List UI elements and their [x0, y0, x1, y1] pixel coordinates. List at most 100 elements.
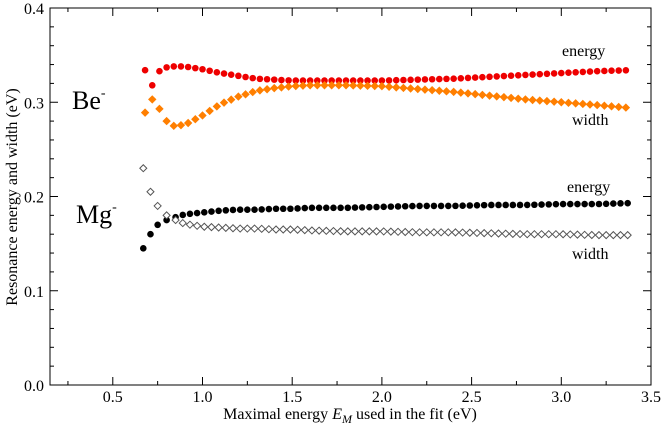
mg-width-point: [322, 226, 331, 236]
mg-width-point: [386, 227, 396, 236]
mg-width-point: [472, 228, 482, 238]
mg-width-point: [279, 225, 288, 234]
be-width-point: [291, 81, 300, 91]
mg-energy-point: [509, 201, 517, 209]
mg-width-point: [200, 222, 209, 231]
mg-width-point: [139, 164, 148, 173]
mg-width-point: [465, 228, 475, 237]
mg-width-point: [537, 229, 546, 239]
mg-energy-point: [531, 201, 538, 209]
x-title-suffix: used in the fit (eV): [352, 406, 477, 423]
mg-energy-point: [566, 200, 574, 208]
mg-energy-point: [617, 200, 624, 207]
mg-width-point: [587, 230, 597, 240]
mg-width-point: [594, 230, 604, 240]
mg-energy-point: [595, 200, 603, 208]
mg-width-point: [271, 225, 281, 234]
x-tick-label: 2.5: [462, 389, 482, 406]
be-width-point: [449, 87, 458, 97]
mg-energy-point: [287, 205, 294, 213]
mg-label-sup: -: [112, 200, 117, 215]
mg-energy-point: [401, 202, 409, 210]
mg-energy-point: [330, 204, 337, 212]
mg-energy-point: [251, 206, 258, 213]
be-energy-point: [285, 77, 292, 84]
y-tick-label: 0.1: [24, 284, 44, 301]
be-energy-point: [220, 70, 228, 77]
be-energy-point: [342, 77, 350, 84]
be-energy-point: [206, 67, 213, 75]
be-energy-point: [579, 68, 587, 76]
be-width-point: [420, 85, 430, 94]
be-energy-point: [514, 71, 522, 79]
be-energy-point: [392, 76, 400, 84]
mg-energy-point: [552, 200, 560, 208]
mg-energy-point: [488, 201, 495, 209]
be-energy-point: [321, 77, 328, 84]
mg-width-point: [162, 211, 171, 220]
mg-width-point: [429, 228, 439, 237]
be-energy-point: [471, 74, 479, 81]
mg-energy-point: [624, 199, 631, 207]
mg-width-point: [616, 230, 625, 240]
be-energy-point: [407, 76, 414, 84]
mg-energy-point: [279, 205, 287, 213]
be-energy-point: [328, 77, 335, 84]
be-energy-point: [536, 70, 544, 78]
be-width-point: [277, 83, 286, 92]
mg-energy-point: [139, 245, 147, 252]
mg-energy-point: [480, 201, 488, 209]
be-width-point: [470, 89, 480, 99]
be-energy-point: [443, 75, 450, 83]
mg-width-point: [235, 224, 245, 233]
be-energy-point: [493, 73, 501, 80]
be-width-point: [234, 92, 243, 101]
x-axis-title: Maximal energy EM used in the fit (eV): [223, 406, 477, 426]
mg-width-point: [393, 227, 403, 237]
be-width-point: [255, 86, 265, 95]
be-width-point: [219, 98, 229, 107]
plot-frame: [49, 7, 652, 386]
be-width-point: [334, 81, 344, 90]
be-width-point: [198, 111, 207, 120]
be-width-point: [492, 92, 501, 101]
x-tick-label: 0.5: [103, 389, 123, 406]
mg-energy-point: [444, 202, 452, 210]
be-width-point: [155, 104, 164, 114]
mg-width-point: [530, 229, 539, 239]
be-width-point: [521, 95, 530, 104]
be-energy-point: [335, 77, 343, 84]
mg-width-point: [609, 230, 618, 240]
mg-width-point: [257, 224, 266, 234]
mg-energy-annotation: energy: [567, 179, 610, 196]
mg-width-point: [379, 227, 388, 236]
y-tick-label: 0.3: [24, 95, 44, 112]
be-energy-point: [479, 73, 486, 81]
mg-energy-point: [294, 205, 301, 212]
be-width-point: [327, 81, 336, 90]
be-energy-point: [615, 67, 623, 74]
be-energy-point: [270, 76, 278, 83]
be-energy-point: [163, 64, 170, 71]
be-width-point: [506, 93, 516, 103]
mg-energy-point: [337, 204, 344, 212]
be-width-point: [298, 81, 308, 90]
be-energy-point: [213, 68, 221, 76]
be-energy-point: [306, 77, 314, 84]
mg-width-point: [171, 215, 180, 225]
mg-width-point: [558, 230, 568, 239]
be-width-point: [148, 95, 157, 104]
be-energy-point: [601, 67, 608, 75]
be-energy-point: [177, 63, 185, 70]
mg-width-point: [566, 230, 575, 239]
x-tick-label: 1.5: [282, 389, 302, 406]
mg-width-point: [458, 228, 467, 237]
mg-energy-point: [574, 200, 581, 208]
mg-energy-point: [523, 201, 531, 209]
mg-width-point: [357, 227, 367, 236]
be-energy-point: [385, 77, 393, 84]
mg-energy-point: [193, 209, 201, 217]
x-tick-label: 3.0: [551, 389, 571, 406]
mg-width-point: [185, 220, 195, 229]
mg-width-point: [343, 227, 353, 236]
